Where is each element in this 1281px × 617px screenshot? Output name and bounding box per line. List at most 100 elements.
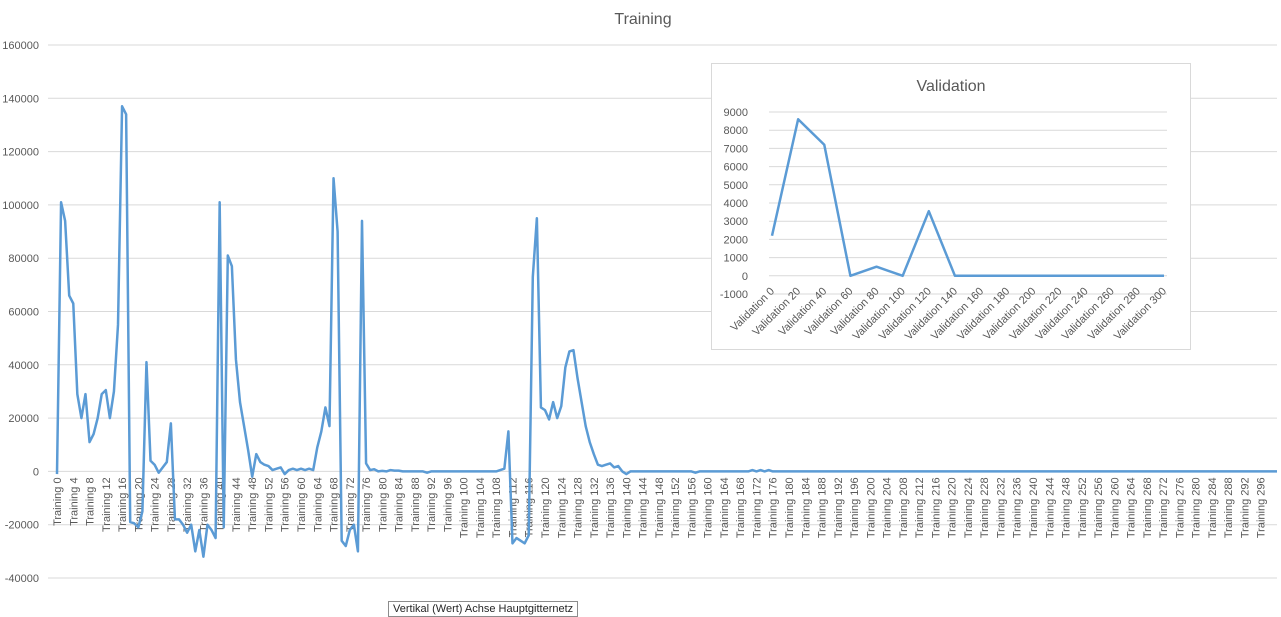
- training-x-tick-label: Training 292: [1239, 477, 1251, 538]
- training-x-tick-label: Training 272: [1158, 477, 1170, 538]
- training-x-tick-label: Training 152: [670, 477, 682, 538]
- training-x-tick-label: Training 16: [117, 477, 129, 532]
- training-y-tick-label: 140000: [2, 93, 39, 105]
- training-y-tick-label: 60000: [8, 307, 39, 319]
- training-x-tick-label: Training 124: [556, 477, 568, 538]
- validation-y-tick-label: 0: [742, 271, 748, 283]
- training-x-tick-label: Training 28: [166, 477, 178, 532]
- validation-y-tick-label: 9000: [724, 107, 748, 119]
- training-x-tick-label: Training 232: [995, 477, 1007, 538]
- training-x-tick-label: Training 188: [817, 477, 829, 538]
- training-x-tick-label: Training 284: [1207, 477, 1219, 538]
- training-y-tick-label: 80000: [8, 253, 39, 265]
- training-x-tick-label: Training 120: [540, 477, 552, 538]
- training-y-tick-labels: -40000 -20000 0 20000 40000 60000 80000 100000 1…: [2, 40, 39, 585]
- validation-chart: Validation -1000 0 1000 2000 3000 4000 5000 600…: [720, 78, 1170, 343]
- validation-y-tick-label: 3000: [724, 216, 748, 228]
- training-x-tick-label: Training 296: [1256, 477, 1268, 538]
- validation-y-tick-label: -1000: [720, 289, 748, 301]
- validation-gridlines: [769, 111, 1167, 295]
- validation-y-tick-label: 5000: [724, 180, 748, 192]
- training-y-tick-label: 100000: [2, 200, 39, 212]
- training-x-tick-label: Training 288: [1223, 477, 1235, 538]
- validation-series-line[interactable]: [770, 118, 1164, 278]
- training-x-tick-label: Training 56: [280, 477, 292, 532]
- validation-y-tick-label: 8000: [724, 125, 748, 137]
- training-x-tick-label: Training 144: [638, 477, 650, 538]
- training-x-tick-label: Training 244: [1044, 477, 1056, 538]
- training-x-tick-label: Training 108: [491, 477, 503, 538]
- training-x-tick-label: Training 36: [198, 477, 210, 532]
- training-x-tick-label: Training 168: [735, 477, 747, 538]
- training-x-tick-label: Training 216: [930, 477, 942, 538]
- training-x-tick-label: Training 196: [849, 477, 861, 538]
- training-x-tick-label: Training 0: [52, 477, 64, 526]
- training-x-tick-label: Training 176: [768, 477, 780, 538]
- training-y-tick-label: 120000: [2, 147, 39, 159]
- training-x-tick-label: Training 84: [394, 477, 406, 532]
- training-x-tick-label: Training 100: [459, 477, 471, 538]
- validation-y-tick-label: 4000: [724, 198, 748, 210]
- training-x-tick-label: Training 212: [914, 477, 926, 538]
- training-x-tick-label: Training 160: [703, 477, 715, 538]
- training-y-tick-label: 40000: [8, 360, 39, 372]
- training-x-tick-label: Training 12: [101, 477, 113, 532]
- validation-chart-area[interactable]: Validation -1000 0 1000 2000 3000 4000 5000 600…: [711, 63, 1191, 350]
- training-x-tick-label: Training 68: [329, 477, 341, 532]
- training-x-tick-label: Training 76: [361, 477, 373, 532]
- training-x-tick-label: Training 136: [605, 477, 617, 538]
- training-x-tick-label: Training 92: [426, 477, 438, 532]
- training-x-tick-label: Training 156: [686, 477, 698, 538]
- training-y-tick-label: 20000: [8, 413, 39, 425]
- validation-chart-title: Validation: [916, 78, 985, 95]
- training-x-tick-label: Training 200: [865, 477, 877, 538]
- training-x-tick-label: Training 240: [1028, 477, 1040, 538]
- training-x-tick-label: Training 236: [1012, 477, 1024, 538]
- training-y-tick-label: 160000: [2, 40, 39, 52]
- training-y-tick-label: -40000: [5, 573, 39, 585]
- training-x-tick-label: Training 24: [150, 477, 162, 532]
- validation-y-tick-label: 1000: [724, 253, 748, 265]
- training-x-tick-label: Training 172: [751, 477, 763, 538]
- training-x-tick-label: Training 220: [947, 477, 959, 538]
- training-x-tick-label: Training 164: [719, 477, 731, 538]
- training-x-tick-label: Training 52: [263, 477, 275, 532]
- training-x-tick-label: Training 248: [1061, 477, 1073, 538]
- training-series: [55, 105, 1277, 558]
- training-x-tick-label: Training 64: [312, 477, 324, 532]
- training-x-tick-label: Training 268: [1142, 477, 1154, 538]
- training-x-tick-label: Training 44: [231, 477, 243, 532]
- training-x-tick-label: Training 148: [654, 477, 666, 538]
- training-x-tick-label: Training 208: [898, 477, 910, 538]
- training-x-tick-label: Training 104: [475, 477, 487, 538]
- training-x-tick-label: Training 224: [963, 477, 975, 538]
- training-x-tick-label: Training 60: [296, 477, 308, 532]
- training-x-tick-labels: Training 0 Training 4 Training 8 Training 1…: [52, 477, 1268, 538]
- validation-y-tick-labels: -1000 0 1000 2000 3000 4000 5000 6000 7000 8000 90…: [720, 107, 748, 301]
- training-x-tick-label: Training 192: [833, 477, 845, 538]
- training-x-tick-label: Training 264: [1126, 477, 1138, 538]
- training-x-tick-label: Training 132: [589, 477, 601, 538]
- training-x-tick-label: Training 180: [784, 477, 796, 538]
- training-x-tick-label: Training 276: [1174, 477, 1186, 538]
- training-x-tick-label: Training 184: [800, 477, 812, 538]
- validation-y-tick-label: 2000: [724, 234, 748, 246]
- training-y-tick-label: -20000: [5, 520, 39, 532]
- training-x-tick-label: Training 260: [1109, 477, 1121, 538]
- training-x-tick-label: Training 8: [85, 477, 97, 526]
- training-series-line[interactable]: [55, 105, 1277, 558]
- training-chart-title: Training: [614, 11, 671, 28]
- training-x-tick-label: Training 280: [1191, 477, 1203, 538]
- training-x-tick-label: Training 4: [68, 477, 80, 526]
- training-x-tick-label: Training 252: [1077, 477, 1089, 538]
- training-x-tick-label: Training 88: [410, 477, 422, 532]
- training-x-tick-label: Training 80: [377, 477, 389, 532]
- training-x-tick-label: Training 32: [182, 477, 194, 532]
- training-x-tick-label: Training 128: [573, 477, 585, 538]
- training-x-tick-label: Training 228: [979, 477, 991, 538]
- gridline-tooltip: Vertikal (Wert) Achse Hauptgitternetz: [388, 601, 579, 617]
- training-x-tick-label: Training 48: [247, 477, 259, 532]
- validation-y-tick-label: 7000: [724, 143, 748, 155]
